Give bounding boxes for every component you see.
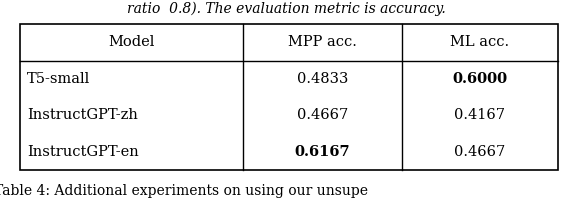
Text: MPP acc.: MPP acc. (288, 35, 357, 49)
Text: 0.6167: 0.6167 (295, 145, 350, 159)
Text: 0.4833: 0.4833 (297, 72, 348, 86)
Text: ratio  0.8). The evaluation metric is accuracy.: ratio 0.8). The evaluation metric is acc… (126, 2, 446, 16)
Text: InstructGPT-en: InstructGPT-en (27, 145, 138, 159)
Text: ML acc.: ML acc. (450, 35, 509, 49)
Text: 0.4167: 0.4167 (454, 108, 505, 122)
Text: Table 4: Additional experiments on using our unsupe: Table 4: Additional experiments on using… (0, 184, 368, 198)
Text: InstructGPT-zh: InstructGPT-zh (27, 108, 138, 122)
Text: 0.4667: 0.4667 (297, 108, 348, 122)
Text: 0.4667: 0.4667 (454, 145, 505, 159)
Text: 0.6000: 0.6000 (452, 72, 507, 86)
Text: Model: Model (109, 35, 155, 49)
Text: T5-small: T5-small (27, 72, 90, 86)
